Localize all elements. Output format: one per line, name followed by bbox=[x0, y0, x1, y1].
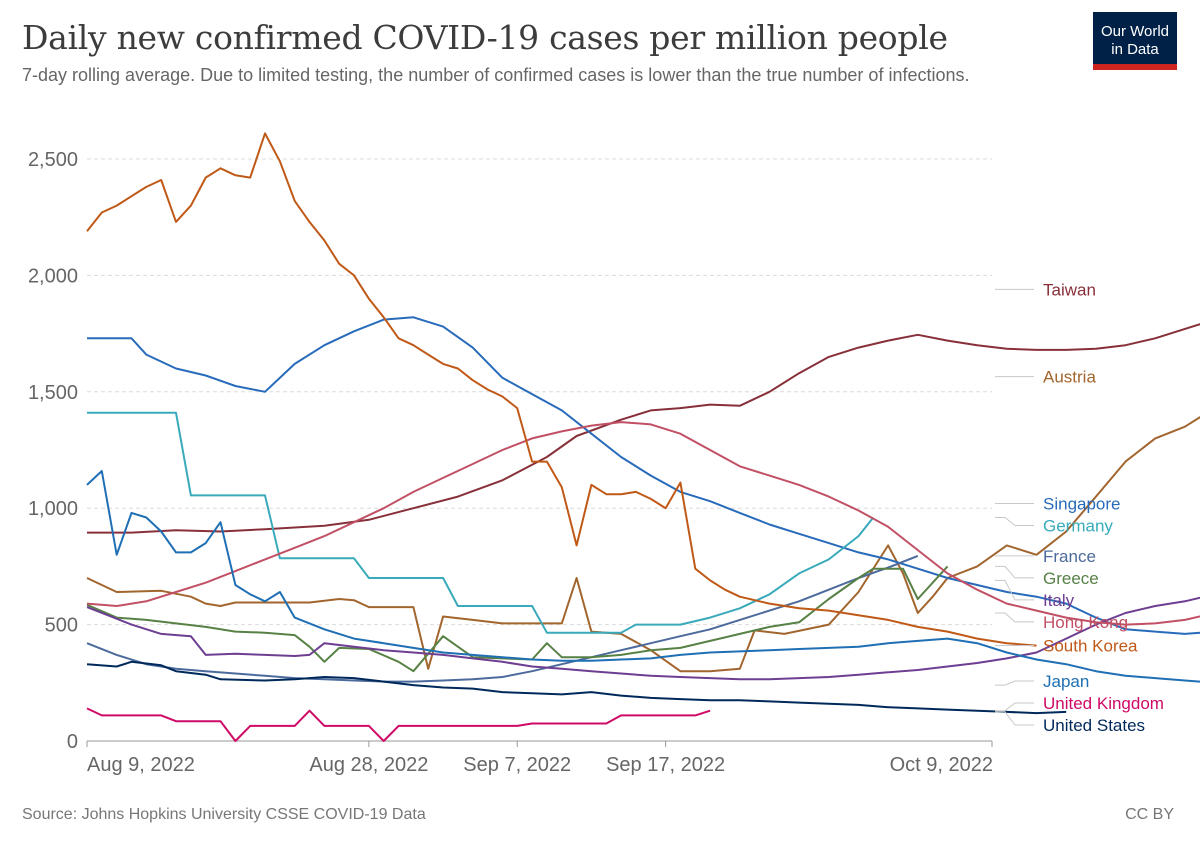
label-connector bbox=[995, 579, 1034, 601]
series-labels: Taiwan Austria Singapore Germany France Greec… bbox=[995, 280, 1164, 735]
series-line-france[interactable] bbox=[86, 554, 919, 683]
series-label-taiwan[interactable]: Taiwan bbox=[1043, 280, 1096, 299]
x-tick-label: Oct 9, 2022 bbox=[890, 754, 993, 776]
series-label-united-states[interactable]: United States bbox=[1043, 716, 1145, 735]
series-line-austria[interactable] bbox=[86, 377, 1200, 673]
owid-logo[interactable]: Our World in Data bbox=[1093, 12, 1177, 70]
series-line-taiwan[interactable] bbox=[87, 289, 1200, 534]
series-line-japan[interactable] bbox=[86, 470, 1200, 685]
logo-accent-bar bbox=[1093, 64, 1177, 70]
series-lines bbox=[86, 132, 1200, 742]
series-label-italy[interactable]: Italy bbox=[1043, 591, 1075, 610]
label-connector bbox=[995, 612, 1034, 623]
series-label-germany[interactable]: Germany bbox=[1043, 517, 1113, 536]
x-tick-label: Sep 7, 2022 bbox=[463, 754, 571, 776]
x-tick-label: Sep 17, 2022 bbox=[606, 754, 725, 776]
series-label-hong-kong[interactable]: Hong Kong bbox=[1043, 613, 1128, 632]
series-line-hong-kong[interactable] bbox=[86, 421, 1200, 626]
series-line-germany[interactable] bbox=[87, 411, 875, 634]
series-label-france[interactable]: France bbox=[1043, 547, 1096, 566]
series-label-austria[interactable]: Austria bbox=[1043, 368, 1096, 387]
y-tick-label: 0 bbox=[67, 731, 78, 753]
logo-line-1: Our World bbox=[1100, 23, 1170, 40]
label-connector bbox=[995, 711, 1034, 726]
label-connector bbox=[995, 702, 1034, 712]
series-label-singapore[interactable]: Singapore bbox=[1043, 495, 1121, 514]
x-tick-label: Aug 28, 2022 bbox=[309, 754, 428, 776]
series-line-united-kingdom[interactable] bbox=[86, 707, 711, 742]
logo-line-2: in Data bbox=[1111, 41, 1159, 58]
y-axis: 0 500 1,000 1,500 2,000 2,500 bbox=[28, 149, 78, 753]
series-line-italy[interactable] bbox=[86, 580, 1200, 681]
series-label-greece[interactable]: Greece bbox=[1043, 569, 1099, 588]
series-label-south-korea[interactable]: South Korea bbox=[1043, 637, 1138, 656]
y-tick-label: 1,000 bbox=[28, 498, 78, 520]
label-connector bbox=[995, 517, 1034, 527]
series-line-south-korea[interactable] bbox=[86, 132, 1037, 647]
series-line-united-states[interactable] bbox=[86, 660, 1067, 715]
y-tick-label: 2,500 bbox=[28, 149, 78, 171]
chart-subtitle: 7-day rolling average. Due to limited te… bbox=[22, 65, 970, 85]
label-connector bbox=[995, 565, 1034, 579]
y-tick-label: 1,500 bbox=[28, 382, 78, 404]
series-label-japan[interactable]: Japan bbox=[1043, 672, 1089, 691]
license-link[interactable]: CC BY bbox=[1125, 806, 1174, 823]
y-tick-label: 2,000 bbox=[28, 265, 78, 287]
series-line-singapore[interactable] bbox=[87, 316, 1200, 635]
label-connector bbox=[995, 680, 1034, 686]
y-tick-label: 500 bbox=[45, 615, 78, 637]
x-axis: Aug 9, 2022 Aug 28, 2022 Sep 7, 2022 Sep 17… bbox=[86, 740, 993, 776]
grid-lines bbox=[87, 158, 992, 626]
x-tick-label: Aug 9, 2022 bbox=[87, 754, 195, 776]
source-note: Source: Johns Hopkins University CSSE CO… bbox=[22, 806, 426, 823]
chart-title: Daily new confirmed COVID-19 cases per m… bbox=[22, 18, 948, 57]
series-label-united-kingdom[interactable]: United Kingdom bbox=[1043, 694, 1164, 713]
